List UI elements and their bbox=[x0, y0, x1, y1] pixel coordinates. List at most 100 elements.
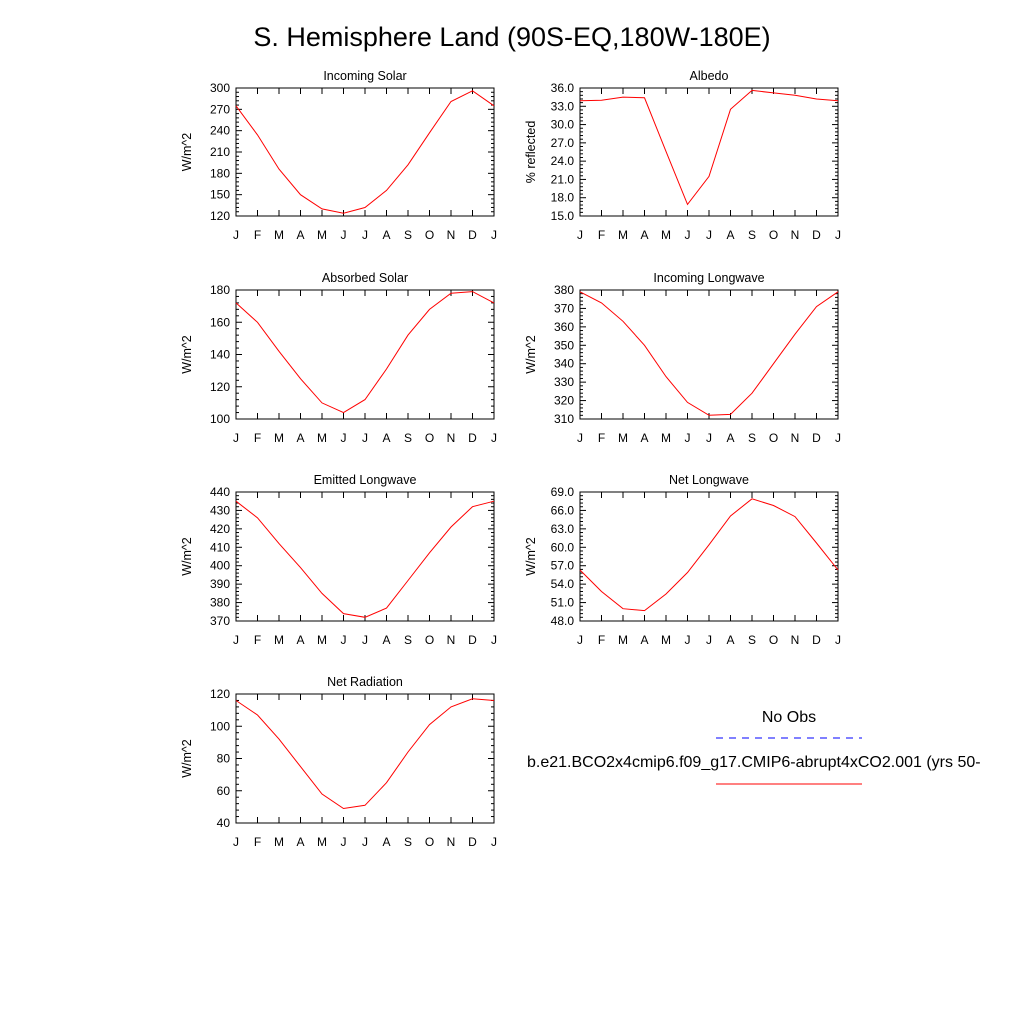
x-tick-label: A bbox=[296, 835, 304, 849]
y-axis-label: W/m^2 bbox=[180, 335, 194, 374]
y-tick-label: 100 bbox=[210, 412, 230, 426]
series-line bbox=[235, 90, 495, 214]
x-tick-label: M bbox=[618, 228, 628, 242]
y-tick-label: 180 bbox=[210, 283, 230, 297]
series-line bbox=[235, 698, 495, 810]
x-tick-label: N bbox=[447, 431, 456, 445]
x-tick-label: J bbox=[491, 835, 497, 849]
x-tick-label: S bbox=[404, 835, 412, 849]
panel-title: Albedo bbox=[690, 69, 729, 83]
x-tick-label: N bbox=[791, 228, 800, 242]
x-tick-label: J bbox=[577, 228, 583, 242]
y-tick-label: 120 bbox=[210, 380, 230, 394]
x-tick-label: A bbox=[726, 431, 734, 445]
x-tick-label: M bbox=[317, 228, 327, 242]
legend: No Obs b.e21.BCO2x4cmip6.f09_g17.CMIP6-a… bbox=[527, 709, 981, 785]
x-tick-label: F bbox=[598, 431, 605, 445]
x-tick-label: A bbox=[640, 431, 648, 445]
x-tick-label: M bbox=[661, 431, 671, 445]
x-tick-label: D bbox=[468, 431, 477, 445]
y-axis-label: W/m^2 bbox=[180, 537, 194, 576]
x-tick-label: J bbox=[577, 431, 583, 445]
y-axis-label: W/m^2 bbox=[524, 335, 538, 374]
y-tick-label: 440 bbox=[210, 485, 230, 499]
x-tick-label: A bbox=[296, 431, 304, 445]
x-tick-label: J bbox=[341, 633, 347, 647]
x-tick-label: F bbox=[598, 228, 605, 242]
x-tick-label: N bbox=[447, 835, 456, 849]
x-tick-label: M bbox=[274, 835, 284, 849]
y-tick-label: 360 bbox=[554, 320, 574, 334]
x-tick-label: J bbox=[233, 228, 239, 242]
x-tick-label: J bbox=[362, 633, 368, 647]
x-tick-label: S bbox=[404, 431, 412, 445]
x-tick-label: J bbox=[706, 228, 712, 242]
x-tick-label: F bbox=[598, 633, 605, 647]
x-tick-label: O bbox=[425, 228, 434, 242]
plot-frame bbox=[235, 87, 495, 217]
x-tick-label: N bbox=[447, 633, 456, 647]
y-tick-label: 24.0 bbox=[551, 154, 575, 168]
y-tick-label: 51.0 bbox=[551, 596, 575, 610]
x-tick-label: J bbox=[491, 228, 497, 242]
y-tick-label: 60 bbox=[217, 784, 231, 798]
plot-frame bbox=[579, 87, 839, 217]
y-tick-label: 21.0 bbox=[551, 172, 575, 186]
y-axis-label: W/m^2 bbox=[180, 133, 194, 172]
x-tick-label: J bbox=[341, 835, 347, 849]
y-tick-label: 400 bbox=[210, 559, 230, 573]
y-tick-label: 150 bbox=[210, 188, 230, 202]
y-tick-label: 48.0 bbox=[551, 614, 575, 628]
x-tick-label: O bbox=[425, 431, 434, 445]
series-line bbox=[235, 500, 495, 618]
x-tick-label: D bbox=[812, 431, 821, 445]
panel-title: Net Longwave bbox=[669, 473, 749, 487]
x-tick-label: J bbox=[341, 228, 347, 242]
x-tick-label: D bbox=[812, 228, 821, 242]
plot-frame bbox=[579, 491, 839, 622]
x-tick-label: J bbox=[706, 633, 712, 647]
y-tick-label: 54.0 bbox=[551, 577, 575, 591]
x-tick-label: O bbox=[425, 835, 434, 849]
x-tick-label: J bbox=[362, 228, 368, 242]
y-tick-label: 33.0 bbox=[551, 99, 575, 113]
y-tick-label: 15.0 bbox=[551, 209, 575, 223]
x-tick-label: M bbox=[661, 633, 671, 647]
x-tick-label: M bbox=[618, 431, 628, 445]
x-tick-label: J bbox=[233, 835, 239, 849]
y-tick-label: 69.0 bbox=[551, 485, 575, 499]
y-tick-label: 60.0 bbox=[551, 540, 575, 554]
x-tick-label: N bbox=[791, 633, 800, 647]
y-tick-label: 320 bbox=[554, 394, 574, 408]
x-tick-label: J bbox=[835, 431, 841, 445]
x-tick-label: J bbox=[835, 228, 841, 242]
x-tick-label: F bbox=[254, 835, 261, 849]
y-tick-label: 120 bbox=[210, 209, 230, 223]
y-tick-label: 310 bbox=[554, 412, 574, 426]
x-tick-label: J bbox=[491, 633, 497, 647]
y-tick-label: 18.0 bbox=[551, 191, 575, 205]
y-tick-label: 40 bbox=[217, 816, 231, 830]
y-axis-label: W/m^2 bbox=[180, 739, 194, 778]
x-tick-label: M bbox=[317, 835, 327, 849]
x-tick-label: J bbox=[835, 633, 841, 647]
x-tick-label: A bbox=[640, 228, 648, 242]
x-tick-label: M bbox=[618, 633, 628, 647]
x-tick-label: S bbox=[404, 228, 412, 242]
x-tick-label: O bbox=[425, 633, 434, 647]
x-tick-label: M bbox=[317, 431, 327, 445]
y-tick-label: 420 bbox=[210, 522, 230, 536]
y-tick-label: 370 bbox=[554, 301, 574, 315]
x-tick-label: J bbox=[362, 835, 368, 849]
y-tick-label: 340 bbox=[554, 357, 574, 371]
x-tick-label: M bbox=[661, 228, 671, 242]
y-tick-label: 140 bbox=[210, 348, 230, 362]
x-tick-label: D bbox=[468, 228, 477, 242]
x-tick-label: J bbox=[362, 431, 368, 445]
y-tick-label: 380 bbox=[210, 596, 230, 610]
x-tick-label: S bbox=[748, 228, 756, 242]
x-tick-label: D bbox=[468, 835, 477, 849]
